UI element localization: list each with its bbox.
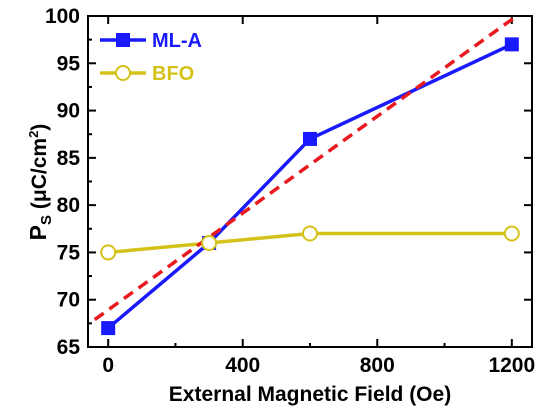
series-line-ml-a bbox=[107, 42, 513, 330]
y-tick-label: 100 bbox=[45, 5, 80, 28]
y-axis-title: PS (μC/cm2) bbox=[25, 124, 55, 241]
y-tick-label: 80 bbox=[57, 194, 80, 217]
linear-fit-line bbox=[93, 16, 520, 321]
y-axis-title-sub: S bbox=[38, 215, 55, 225]
data-markers bbox=[100, 37, 520, 336]
x-axis-title: External Magnetic Field (Oe) bbox=[169, 383, 451, 406]
y-tick-label: 65 bbox=[57, 336, 81, 359]
x-tick-label: 1200 bbox=[488, 354, 535, 377]
x-tick-label: 800 bbox=[360, 354, 395, 377]
y-tick-label: 70 bbox=[57, 289, 80, 312]
marker-ml-a bbox=[303, 131, 317, 146]
y-axis-title-unit-close: ) bbox=[28, 124, 51, 131]
y-axis-title-unit: (μC/cm bbox=[28, 138, 51, 215]
x-tick-label: 0 bbox=[102, 354, 114, 377]
y-axis-title-main: P bbox=[25, 225, 51, 240]
marker-bfo bbox=[503, 225, 520, 242]
y-axis-title-unit-sup: 2 bbox=[26, 131, 41, 138]
y-tick-label: 75 bbox=[57, 241, 81, 264]
marker-bfo bbox=[302, 225, 318, 242]
legend-label-bfo: BFO bbox=[152, 63, 194, 85]
legend-marker-bfo bbox=[115, 65, 131, 81]
marker-ml-a bbox=[101, 321, 116, 336]
y-tick-label: 85 bbox=[57, 147, 81, 170]
marker-bfo bbox=[100, 244, 117, 261]
marker-ml-a bbox=[504, 37, 519, 52]
legend: ML-A BFO bbox=[100, 30, 202, 85]
plot-frame bbox=[87, 15, 533, 348]
plot-area bbox=[93, 16, 520, 330]
series-line-bfo bbox=[108, 231, 512, 255]
x-axis-ticks: 0 400 800 1200 bbox=[102, 16, 535, 377]
x-tick-label: 400 bbox=[225, 354, 260, 377]
y-tick-label: 95 bbox=[57, 52, 81, 75]
marker-bfo bbox=[201, 234, 218, 251]
y-tick-label: 90 bbox=[57, 100, 80, 123]
y-axis-ticks: 65 70 75 80 85 90 95 100 bbox=[45, 5, 532, 359]
legend-label-ml-a: ML-A bbox=[152, 30, 202, 52]
legend-marker-ml-a bbox=[116, 33, 130, 47]
